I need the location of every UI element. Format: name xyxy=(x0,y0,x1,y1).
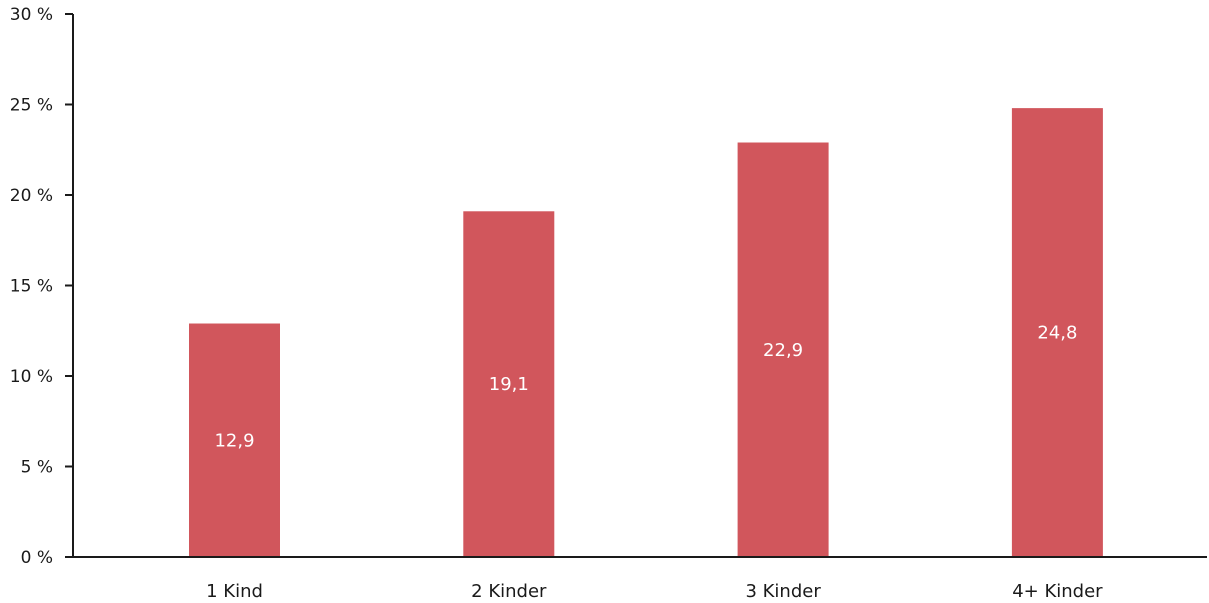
x-category-label: 3 Kinder xyxy=(745,581,821,602)
bar-data-label: 22,9 xyxy=(763,340,803,361)
y-tick-label: 5 % xyxy=(21,458,53,478)
y-tick-label: 10 % xyxy=(10,367,53,387)
bars: 12,9 19,1 22,9 24,8 xyxy=(189,108,1103,558)
y-tick-label: 30 % xyxy=(10,5,53,25)
y-tick-label: 15 % xyxy=(10,277,53,297)
x-category-label: 1 Kind xyxy=(206,581,263,602)
x-category-label: 4+ Kinder xyxy=(1012,581,1103,602)
y-tick-label: 0 % xyxy=(21,548,53,568)
bar xyxy=(463,211,555,558)
bar xyxy=(737,142,829,557)
y-tick-label: 25 % xyxy=(10,96,53,116)
bar xyxy=(1011,108,1103,558)
bar-data-label: 12,9 xyxy=(214,430,254,451)
bar xyxy=(189,323,280,557)
bar-data-label: 24,8 xyxy=(1037,323,1077,344)
x-category-label: 2 Kinder xyxy=(471,581,547,602)
bar-data-label: 19,1 xyxy=(489,374,529,395)
y-tick-label: 20 % xyxy=(10,186,53,206)
y-axis: 0 % 5 % 10 % 15 % 20 % 25 % 30 % xyxy=(10,5,74,568)
x-axis: 1 Kind 2 Kinder 3 Kinder 4+ Kinder xyxy=(65,556,1207,602)
